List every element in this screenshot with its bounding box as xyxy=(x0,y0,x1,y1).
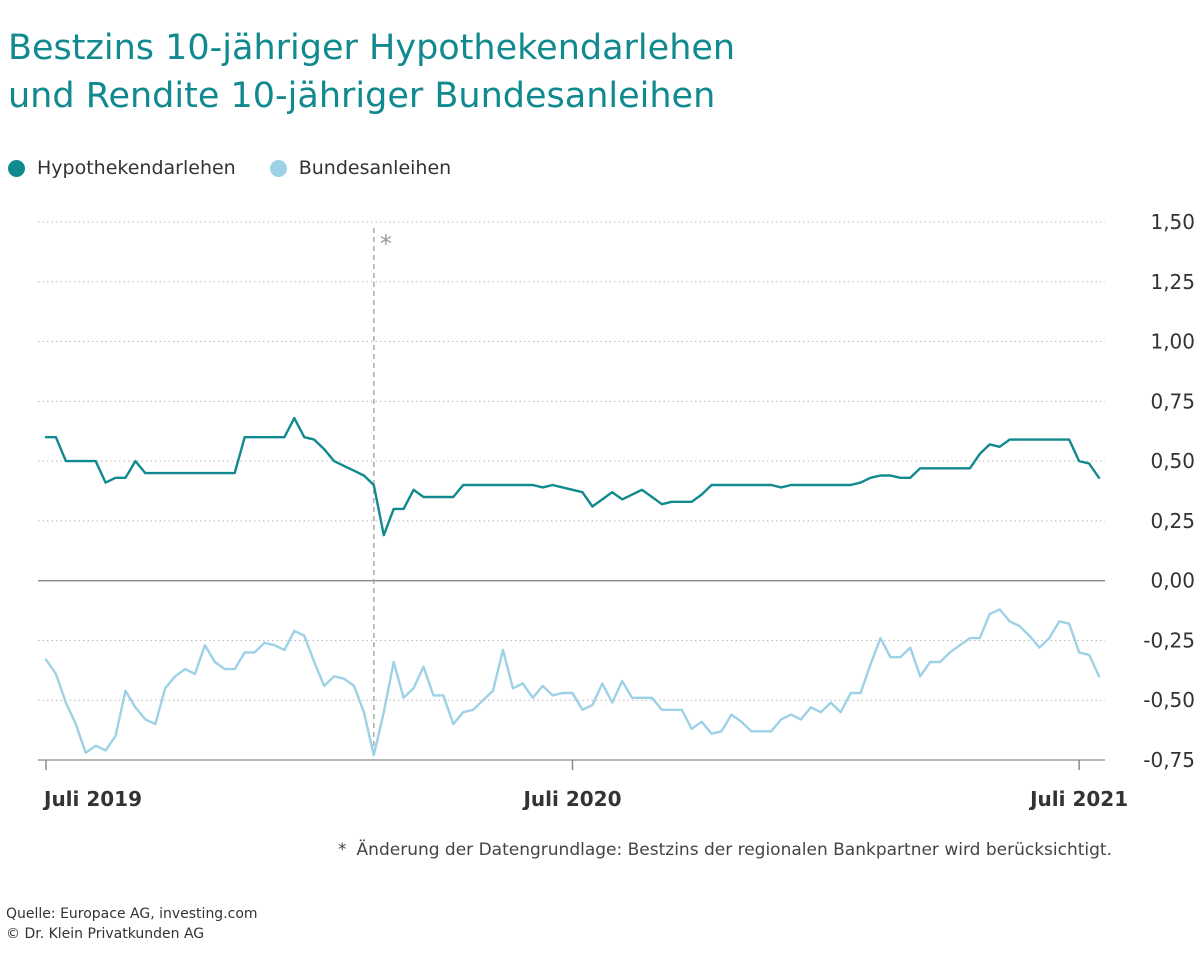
source-credit: Quelle: Europace AG, investing.com © Dr.… xyxy=(6,904,258,944)
y-tick-label: 0,25 xyxy=(1150,509,1195,533)
line-chart: 1,50 1,25 1,00 0,75 0,50 0,25 0,00 -0,25 -0,50 -0… xyxy=(38,210,1195,810)
x-tick-label: Juli 2021 xyxy=(1028,787,1128,810)
chart-title-line-1: Bestzins 10-jähriger Hypothekendarlehen xyxy=(8,28,736,68)
y-tick-label: 0,00 xyxy=(1150,569,1195,593)
data-basis-change-marker-star: * xyxy=(380,230,392,258)
y-tick-label: 1,00 xyxy=(1150,330,1195,354)
series-line-hypothekendarlehen xyxy=(44,416,1101,537)
y-tick-label: 1,25 xyxy=(1150,270,1195,294)
legend-dot-bundesanleihen xyxy=(269,159,287,177)
chart-title-line-2: und Rendite 10-jähriger Bundesanleihen xyxy=(8,76,716,116)
footnote: * Änderung der Datengrundlage: Bestzins d… xyxy=(338,840,1112,860)
y-tick-label: -0,25 xyxy=(1143,628,1195,652)
legend-dot-hypothekendarlehen xyxy=(8,159,25,177)
footnote-marker: * xyxy=(338,840,347,860)
legend-label-hypothekendarlehen: Hypothekendarlehen xyxy=(37,157,236,179)
x-tick-label: Juli 2020 xyxy=(521,787,621,810)
x-tick-label: Juli 2019 xyxy=(42,787,142,810)
legend: Hypothekendarlehen Bundesanleihen xyxy=(8,155,485,181)
y-tick-label: -0,75 xyxy=(1143,748,1195,772)
y-tick-label: 0,50 xyxy=(1150,449,1195,473)
footnote-text: Änderung der Datengrundlage: Bestzins de… xyxy=(356,840,1112,860)
copyright-line: © Dr. Klein Privatkunden AG xyxy=(6,926,205,942)
legend-item-hypothekendarlehen: Hypothekendarlehen xyxy=(8,157,236,179)
legend-item-bundesanleihen: Bundesanleihen xyxy=(269,157,452,179)
y-tick-label: 0,75 xyxy=(1150,389,1195,413)
source-line: Quelle: Europace AG, investing.com xyxy=(6,906,258,922)
chart-title: Bestzins 10-jähriger Hypothekendarlehen … xyxy=(8,24,1108,120)
y-tick-label: -0,50 xyxy=(1143,688,1195,712)
series-line-bundesanleihen xyxy=(44,608,1101,757)
legend-label-bundesanleihen: Bundesanleihen xyxy=(298,157,452,179)
y-tick-label: 1,50 xyxy=(1150,210,1195,234)
